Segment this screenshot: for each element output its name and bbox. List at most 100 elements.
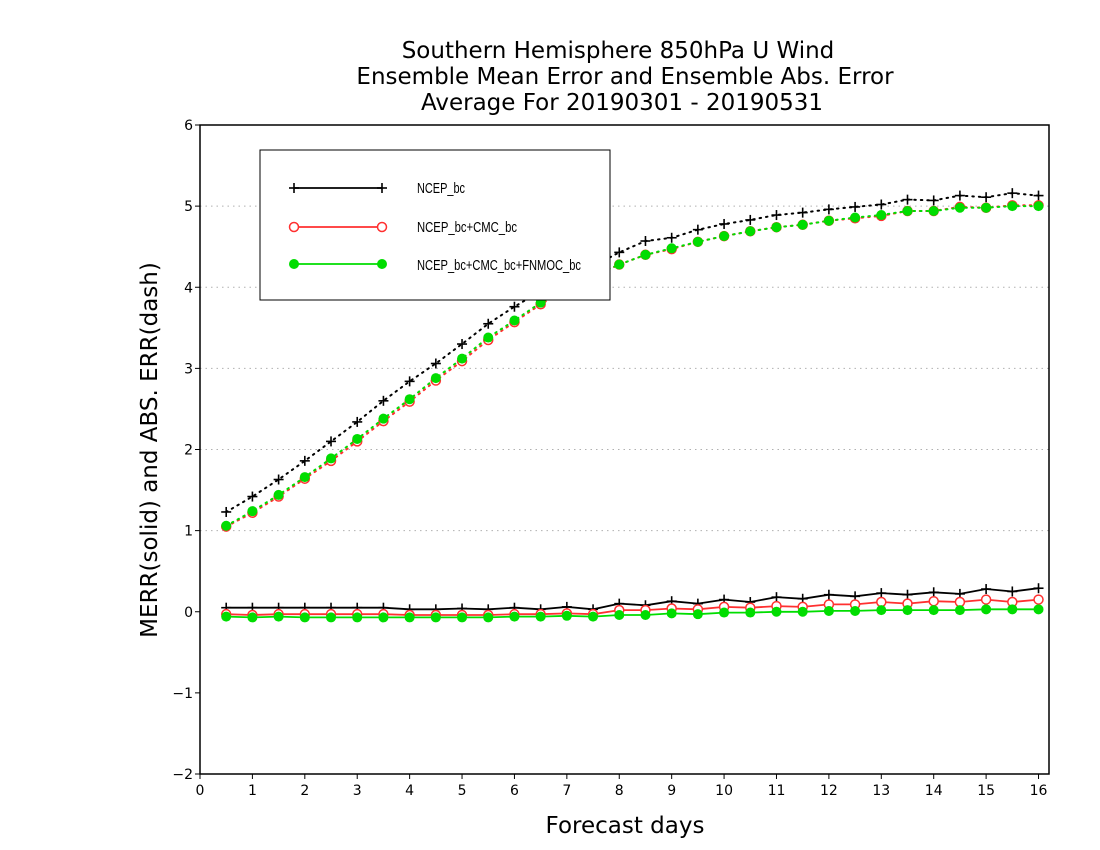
legend-sample-3 — [289, 259, 387, 269]
data-point — [352, 612, 363, 623]
data-point — [377, 259, 387, 269]
data-point — [1033, 604, 1044, 615]
data-point — [692, 609, 703, 620]
data-point — [1033, 190, 1044, 201]
y-tick-label: 1 — [184, 524, 193, 540]
data-point — [823, 589, 834, 600]
y-tick-label: 4 — [184, 280, 193, 296]
data-point — [1033, 594, 1044, 605]
data-point — [378, 395, 389, 406]
data-point — [928, 595, 939, 607]
data-point — [430, 612, 441, 623]
y-tick-label: 5 — [184, 199, 193, 215]
x-tick-label: 15 — [977, 783, 995, 799]
data-point — [1033, 583, 1044, 594]
data-point — [509, 301, 520, 312]
data-point — [614, 259, 625, 270]
data-point — [876, 199, 887, 210]
abs-err-line — [225, 205, 1040, 527]
data-point — [850, 605, 861, 616]
data-point — [876, 605, 887, 616]
data-point — [326, 453, 337, 464]
data-point — [823, 605, 834, 616]
data-point — [273, 474, 284, 485]
data-point — [614, 247, 625, 258]
data-point — [797, 606, 808, 617]
legend-label-ncep-cmc-fnmoc: NCEP_bc+CMC_bc+FNMOC_bc — [417, 257, 581, 274]
data-point — [771, 592, 782, 603]
data-point — [352, 416, 363, 427]
data-point — [378, 413, 389, 424]
data-point — [221, 506, 232, 517]
data-point — [404, 612, 415, 623]
data-point — [981, 202, 992, 213]
legend-entries — [288, 183, 388, 269]
data-point — [535, 611, 546, 622]
x-tick-label: 1 — [248, 783, 257, 799]
data-point — [850, 201, 861, 212]
y-tick-label: −1 — [172, 686, 193, 702]
x-tick-label: 6 — [510, 783, 519, 799]
data-point — [771, 222, 782, 233]
data-point — [614, 609, 625, 620]
data-point — [457, 612, 468, 623]
data-point — [797, 219, 808, 230]
data-point — [404, 394, 415, 405]
x-tick-label: 3 — [353, 783, 362, 799]
y-axis-label: MERR(solid) and ABS. ERR(dash) — [137, 262, 163, 638]
data-point — [457, 339, 468, 350]
data-point — [745, 226, 756, 237]
y-tick-label: 3 — [184, 361, 193, 377]
data-point — [430, 358, 441, 369]
data-point — [483, 318, 494, 329]
data-point — [876, 210, 887, 221]
data-point — [640, 249, 651, 260]
series-layer — [220, 188, 1044, 623]
x-tick-label: 7 — [562, 783, 571, 799]
data-point — [928, 195, 939, 206]
data-point — [289, 183, 299, 193]
y-tick-label: 0 — [184, 605, 193, 621]
data-point — [457, 353, 468, 364]
data-point — [928, 205, 939, 216]
data-point — [823, 215, 834, 226]
data-point — [902, 605, 913, 616]
data-point — [954, 202, 965, 213]
data-point — [221, 611, 232, 622]
data-point — [221, 520, 232, 531]
data-point — [692, 224, 703, 235]
x-tick-label: 14 — [925, 783, 943, 799]
data-point — [850, 212, 861, 223]
data-point — [1033, 201, 1044, 212]
x-tick-label: 13 — [872, 783, 890, 799]
data-point — [376, 221, 388, 233]
gridlines — [200, 205, 1049, 532]
data-point — [745, 214, 756, 225]
data-point — [771, 210, 782, 221]
data-point — [299, 455, 310, 466]
data-point — [289, 259, 299, 269]
series-3 — [221, 201, 1044, 623]
data-point — [823, 204, 834, 215]
legend-box — [259, 149, 611, 301]
x-tick-label: 11 — [768, 783, 786, 799]
x-tick-label: 8 — [615, 783, 624, 799]
data-point — [640, 609, 651, 620]
data-point — [288, 221, 300, 233]
data-point — [326, 436, 337, 447]
data-point — [509, 611, 520, 622]
data-point — [981, 584, 992, 595]
chart-title-line-3: Average For 20190301 - 20190531 — [421, 90, 823, 116]
data-point — [902, 194, 913, 205]
chart-title-line-2: Ensemble Mean Error and Ensemble Abs. Er… — [356, 64, 894, 90]
data-point — [1007, 586, 1018, 597]
x-tick-label: 4 — [405, 783, 414, 799]
data-point — [692, 236, 703, 247]
data-point — [666, 608, 677, 619]
x-axis-label: Forecast days — [546, 813, 705, 839]
x-tick-label: 0 — [196, 783, 205, 799]
data-point — [954, 190, 965, 201]
data-point — [771, 606, 782, 617]
data-point — [273, 489, 284, 500]
